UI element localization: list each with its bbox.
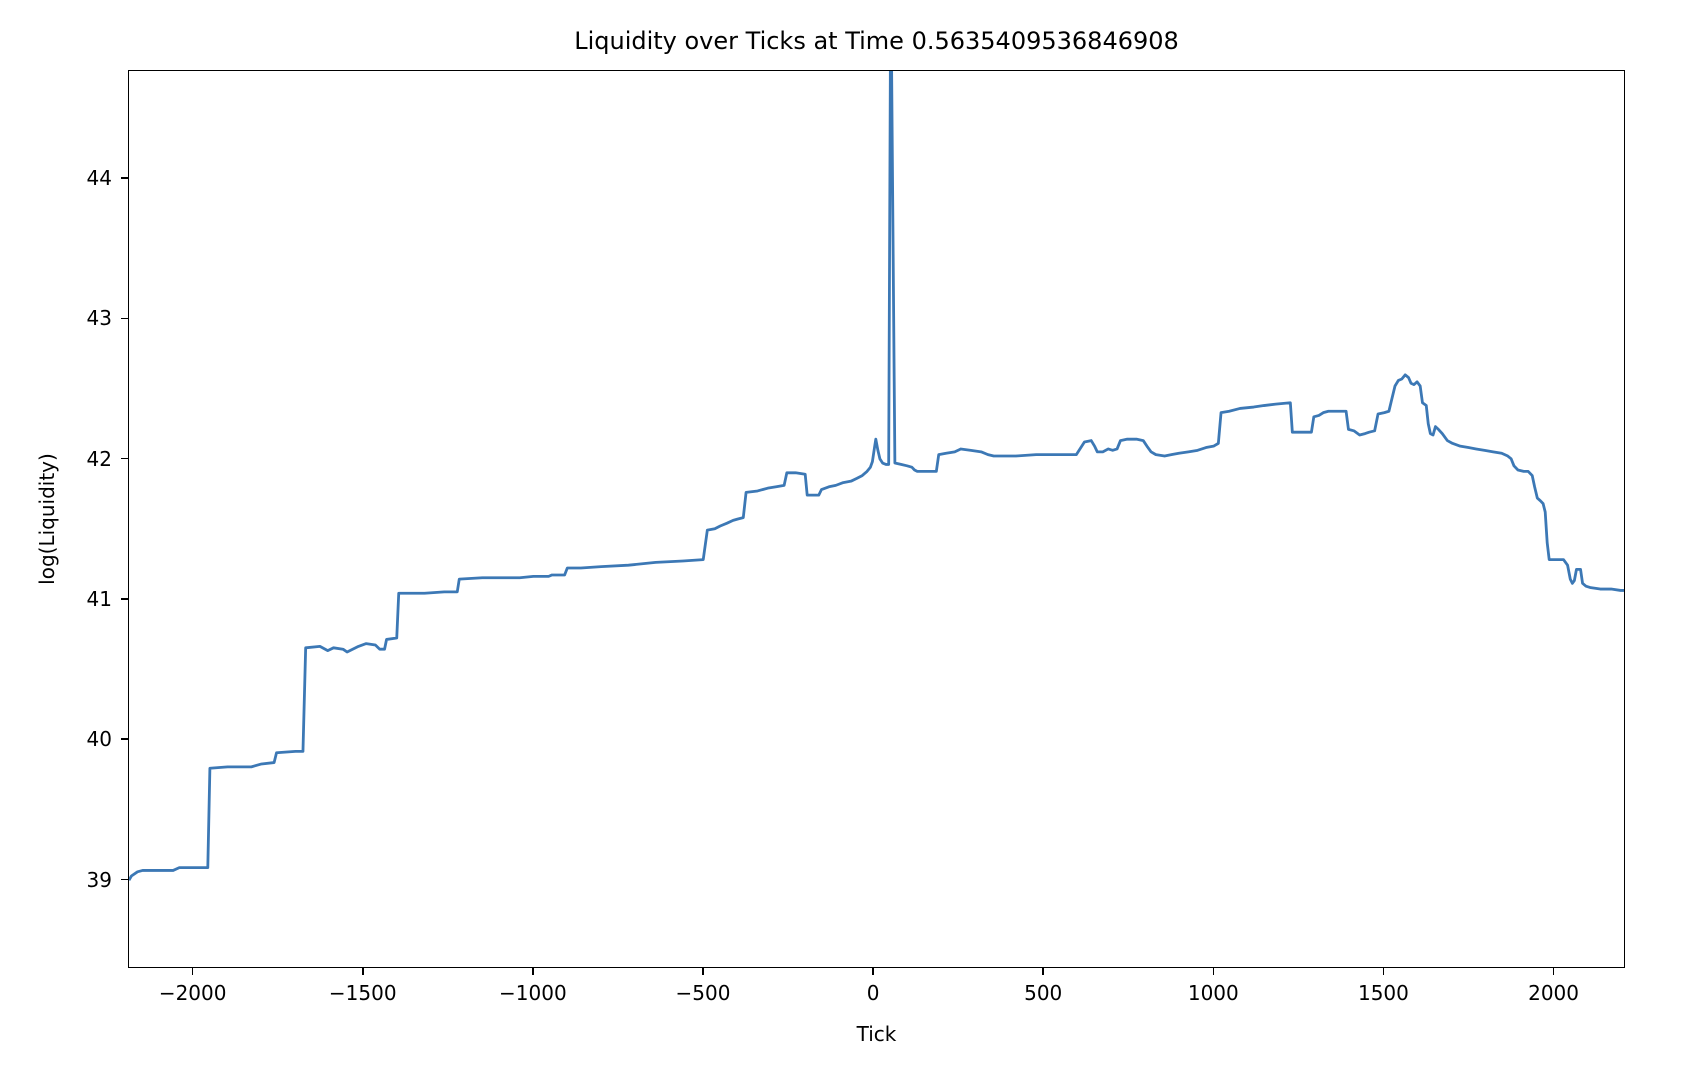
x-tick-label: 1000 bbox=[1187, 981, 1239, 1005]
y-tick-label: 44 bbox=[86, 166, 112, 191]
chart-title: Liquidity over Ticks at Time 0.563540953… bbox=[574, 27, 1179, 55]
y-tick-label: 39 bbox=[86, 867, 112, 892]
y-tick-mark bbox=[121, 598, 128, 600]
x-tick-mark bbox=[872, 968, 874, 975]
y-tick-label: 43 bbox=[86, 306, 112, 331]
x-tick-mark bbox=[1382, 968, 1385, 975]
x-axis-label: Tick bbox=[856, 1022, 897, 1046]
y-tick-mark bbox=[121, 177, 128, 179]
y-tick-label: 40 bbox=[86, 727, 112, 752]
y-tick-mark bbox=[121, 738, 128, 741]
x-tick-label: −2000 bbox=[158, 981, 227, 1005]
x-tick-mark bbox=[532, 968, 534, 975]
y-tick-mark bbox=[121, 878, 128, 881]
x-tick-mark bbox=[1212, 968, 1215, 975]
y-axis-label: log(Liquidity) bbox=[35, 453, 59, 585]
x-tick-mark bbox=[702, 968, 704, 975]
y-tick-label: 41 bbox=[86, 586, 112, 611]
liquidity-series-line bbox=[129, 71, 1624, 881]
x-tick-label: −1500 bbox=[328, 981, 397, 1005]
x-tick-mark bbox=[191, 968, 194, 975]
x-tick-mark bbox=[1042, 968, 1044, 975]
y-tick-label: 42 bbox=[86, 446, 112, 471]
x-tick-mark bbox=[1552, 968, 1555, 975]
plot-area bbox=[128, 70, 1625, 968]
x-tick-label: −1000 bbox=[499, 981, 567, 1005]
x-tick-label: 2000 bbox=[1528, 981, 1579, 1005]
liquidity-line-plot bbox=[129, 71, 1624, 881]
y-tick-mark bbox=[121, 457, 128, 460]
x-tick-label: 1500 bbox=[1357, 981, 1409, 1005]
x-tick-label: 500 bbox=[1024, 981, 1063, 1005]
x-tick-label: 0 bbox=[866, 981, 880, 1005]
x-tick-label: −500 bbox=[675, 981, 731, 1005]
x-tick-mark bbox=[361, 968, 364, 975]
y-tick-mark bbox=[121, 317, 128, 320]
